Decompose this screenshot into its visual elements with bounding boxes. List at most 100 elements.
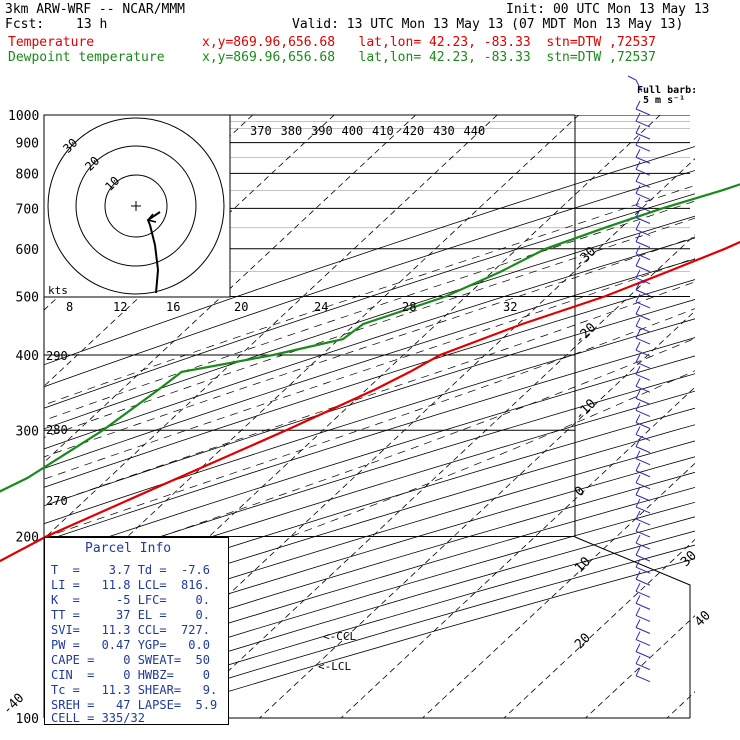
wind-barb (635, 192, 651, 200)
barb-legend-unit: 5 m s⁻¹ (643, 95, 685, 106)
wind-barb-flag (635, 136, 641, 146)
wind-barb (635, 277, 651, 285)
parcel-row: PW = 0.47 YGP= 0.0 (51, 638, 210, 652)
hodograph-speed-tick: 12 (113, 300, 127, 314)
wind-barb-flag (635, 293, 641, 303)
wind-barb-flag (635, 462, 641, 471)
wind-barb (635, 180, 651, 188)
barb-legend-title: Full barb: (637, 85, 697, 96)
wind-barb (635, 434, 651, 442)
theta-label: 440 (464, 124, 486, 138)
wind-barb (635, 651, 651, 659)
wind-barb (635, 397, 651, 405)
hodograph-unit: kts (48, 284, 68, 297)
isotherm-label: 40 (692, 608, 714, 630)
wind-barb (635, 422, 651, 429)
parcel-row: LI = 11.8 LCL= 816. (51, 578, 210, 592)
theta-label: 290 (46, 349, 68, 363)
plot-frame-right-lower (574, 536, 691, 718)
wind-barb (635, 301, 651, 309)
parcel-row: CELL = 335/32 (51, 711, 145, 725)
wind-barb-flag (635, 124, 641, 134)
wind-barb (635, 289, 651, 297)
isotherm-line (177, 234, 695, 718)
wind-barb (635, 205, 651, 212)
isotherm-label: 10 (572, 554, 594, 576)
wind-barb-flag (635, 474, 641, 484)
moist-adiabat (44, 200, 695, 421)
wind-barb (635, 506, 651, 514)
parcel-row: TT = 37 EL = 0. (51, 608, 210, 622)
isotherm-label: 20 (572, 631, 594, 653)
hodograph-speed-tick: 32 (503, 300, 517, 314)
parcel-info-box: Parcel Info T = 3.7 Td = -7.6 LI = 11.8 … (44, 537, 229, 725)
dry-adiabat (44, 279, 695, 488)
isotherm-line (585, 615, 695, 718)
theta-label: 270 (46, 494, 68, 508)
dewpoint-profile (0, 183, 740, 493)
theta-label: 370 (250, 124, 272, 138)
wind-barb-flag (635, 366, 641, 375)
wind-barb (635, 217, 651, 224)
wind-barb-flag (635, 341, 641, 351)
wind-barb-flag (635, 655, 641, 664)
temperature-legend: Temperature (8, 35, 95, 50)
dry-adiabat (44, 193, 695, 409)
wind-barb-flag (635, 149, 641, 158)
wind-barb (635, 639, 651, 647)
hodograph-speed-tick: 8 (66, 300, 73, 314)
barb-legend-symbol (627, 75, 637, 81)
parcel-row: Tc = 11.3 SHEAR= 9. (51, 683, 218, 697)
dry-adiabat (44, 258, 695, 469)
wind-barb-flag (635, 450, 641, 459)
pressure-tick-label: 300 (16, 424, 39, 439)
dry-adiabat (44, 298, 695, 507)
wind-barb (635, 458, 651, 466)
wind-barb-flag (635, 257, 641, 266)
dry-adiabat (44, 318, 695, 525)
wind-barb-flag (635, 510, 641, 520)
model-title: 3km ARW-WRF -- NCAR/MMM (5, 2, 186, 17)
moist-adiabat (44, 236, 695, 458)
ccl-marker: <-CCL (323, 630, 356, 643)
pressure-tick-label: 100 (16, 712, 39, 727)
wind-barb-flag (635, 245, 641, 254)
hodograph-speed-tick: 28 (402, 300, 416, 314)
isotherm-label: -20 (572, 320, 599, 347)
isotherm-label: 30 (678, 548, 700, 570)
isotherm-line (422, 462, 695, 718)
wind-barb-flag (635, 269, 641, 279)
forecast-label: Fcst: (5, 17, 45, 32)
forecast-hour: 13 h (76, 17, 108, 32)
wind-barb-flag (635, 595, 641, 604)
mixing-ratio-line (721, 115, 740, 249)
isotherm-line (0, 115, 8, 718)
pressure-tick-label: 500 (16, 291, 39, 306)
wind-barb-flag (635, 583, 641, 592)
pressure-tick-label: 400 (16, 349, 39, 364)
dry-adiabat (44, 337, 695, 542)
wind-barb-flag (635, 486, 641, 496)
wind-barb-flag (635, 185, 641, 194)
wind-barb (635, 590, 651, 598)
dry-adiabat (44, 390, 695, 592)
wind-barb-flag (635, 197, 641, 206)
wind-barb-flag (635, 353, 641, 363)
wind-barb (635, 241, 651, 249)
wind-barb-flag (635, 643, 641, 652)
theta-label: 390 (311, 124, 333, 138)
wind-barb (635, 132, 651, 140)
wind-barb (635, 253, 651, 261)
wind-barb-flag (635, 173, 641, 182)
wind-barb-flag (635, 305, 641, 315)
wind-barb-flag (635, 209, 641, 218)
temperature-location: x,y=869.96,656.68 lat,lon= 42.23, -83.33… (202, 35, 656, 50)
wind-barb (635, 675, 651, 683)
wind-barb-flag (635, 161, 641, 170)
wind-barb (635, 108, 651, 116)
wind-barb (635, 627, 651, 634)
hodograph-speed-tick: 20 (234, 300, 248, 314)
wind-barb-flag (635, 667, 641, 676)
